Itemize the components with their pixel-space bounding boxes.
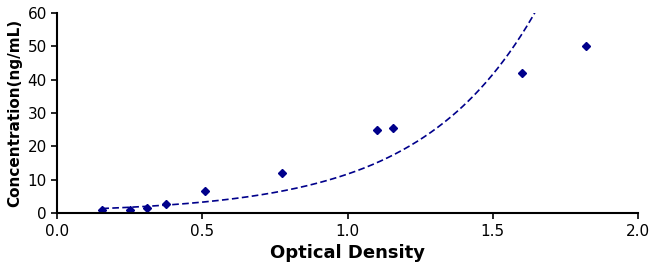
Y-axis label: Concentration(ng/mL): Concentration(ng/mL) — [7, 19, 22, 207]
X-axis label: Optical Density: Optical Density — [270, 244, 425, 262]
